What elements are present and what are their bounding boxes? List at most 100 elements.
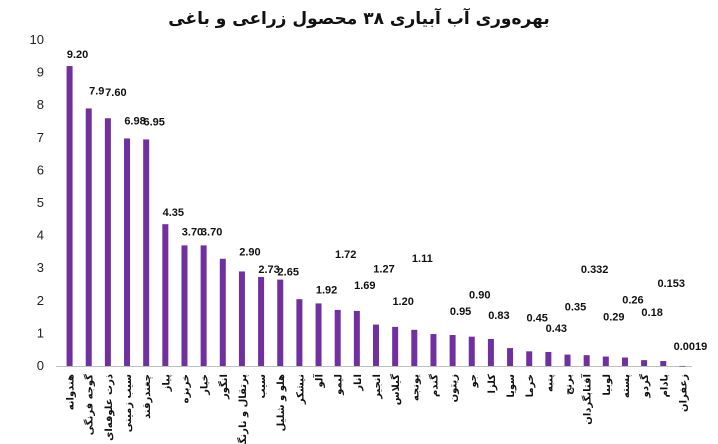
x-tick-label: گندم xyxy=(427,374,440,397)
x-tick-label: انگور xyxy=(217,374,230,400)
bar xyxy=(545,351,552,366)
x-tick-label: گوجه فرنگی xyxy=(83,374,96,435)
x-tick-label: انار xyxy=(353,374,364,392)
bar xyxy=(583,355,590,366)
x-tick-label: سویا xyxy=(506,374,517,398)
chart-title: بهره‌وری آب آبیاری ۳۸ محصول زراعی و باغی xyxy=(168,7,549,29)
x-tick-label: پیاز xyxy=(161,374,172,393)
bar xyxy=(296,299,303,366)
x-tick-label: پسته xyxy=(621,374,632,398)
y-tick-label: 9 xyxy=(37,65,44,80)
data-label: 0.83 xyxy=(488,310,509,322)
bar xyxy=(641,360,648,366)
bar xyxy=(181,245,188,366)
x-tick-label: خربزه xyxy=(180,374,191,403)
x-tick-label: آفتابگردان xyxy=(581,373,594,424)
data-label: 9.20 xyxy=(67,49,88,61)
data-label: 0.95 xyxy=(450,306,471,318)
data-label: 0.43 xyxy=(546,323,567,335)
data-label: 2.73 xyxy=(258,264,279,276)
bar xyxy=(564,354,571,366)
x-tick-label: هندوانه xyxy=(66,374,77,410)
y-tick-label: 6 xyxy=(37,162,44,177)
x-tick-label: کلزا xyxy=(487,374,498,394)
data-label: 1.27 xyxy=(373,264,394,276)
bar xyxy=(468,336,475,366)
bar xyxy=(258,277,265,366)
bar xyxy=(449,335,456,366)
bar xyxy=(238,271,245,366)
x-tick-label: چغندرقند xyxy=(142,374,153,419)
x-tick-label: خرما xyxy=(525,374,536,397)
data-label: 0.18 xyxy=(641,307,662,319)
data-label: 0.29 xyxy=(603,312,624,324)
bar xyxy=(85,108,92,367)
data-label: 1.69 xyxy=(354,280,375,292)
y-tick-label: 8 xyxy=(37,97,44,112)
data-label: 1.72 xyxy=(335,249,356,261)
data-label: 1.11 xyxy=(412,253,433,265)
bar xyxy=(66,66,73,366)
x-tick-label: پرتقال و نارنگی xyxy=(236,374,249,444)
data-label: 0.45 xyxy=(527,312,548,324)
data-label: 0.26 xyxy=(622,295,643,307)
bar xyxy=(487,338,494,366)
x-tick-label: یونجه xyxy=(410,374,421,401)
bar xyxy=(621,357,628,366)
data-label: 2.90 xyxy=(239,246,260,258)
bar xyxy=(143,139,150,366)
data-label: 7.60 xyxy=(105,87,126,99)
data-label: 1.20 xyxy=(392,296,413,308)
x-axis: هندوانه گوجه فرنگی ذرت علوفه‌ای سیب زمینی چغ… xyxy=(66,373,690,444)
bar xyxy=(315,303,322,366)
x-tick-label: لیمو xyxy=(334,374,345,396)
data-label: 1.92 xyxy=(316,284,337,296)
data-label: 3.70 xyxy=(201,226,222,238)
bar xyxy=(219,258,226,366)
data-labels: 9.20 7.9 7.60 6.986.95 4.35 3.703.70 2.90 2.732… xyxy=(67,49,707,353)
data-label: 7.9 xyxy=(89,85,104,97)
bar xyxy=(602,356,609,366)
x-tick-label: گردو xyxy=(638,374,651,399)
bars xyxy=(66,66,686,367)
y-tick-label: 4 xyxy=(37,228,44,243)
bar xyxy=(660,361,667,366)
data-label: 2.65 xyxy=(278,267,299,279)
x-tick-label: ذرت علوفه‌ای xyxy=(104,374,115,441)
x-tick-label: هلو و شلیل xyxy=(276,374,287,431)
x-tick-label: نیشکر xyxy=(295,374,306,405)
bar xyxy=(526,351,533,366)
bar xyxy=(334,309,341,366)
x-tick-label: بادام xyxy=(659,374,670,397)
bar xyxy=(277,279,284,366)
x-tick-label: زعفران xyxy=(678,374,689,412)
x-tick-label: انجیر xyxy=(372,374,383,400)
y-tick-label: 2 xyxy=(37,293,44,308)
x-tick-label: پنبه xyxy=(544,374,555,392)
y-tick-label: 7 xyxy=(37,130,44,145)
data-label: 0.153 xyxy=(658,278,686,290)
bar xyxy=(679,365,686,367)
bar xyxy=(392,326,399,366)
x-tick-label: آلو xyxy=(313,373,326,388)
bar xyxy=(507,348,514,366)
x-tick-label: سیب xyxy=(257,374,268,399)
x-tick-label: زیتون xyxy=(449,374,460,403)
bar xyxy=(373,324,379,366)
y-tick-label: 0 xyxy=(37,358,44,373)
x-tick-label: جو xyxy=(468,374,479,388)
x-tick-label: سیب زمینی xyxy=(123,374,134,432)
x-tick-label: لوبیا xyxy=(602,374,613,396)
y-axis: 0 1 2 3 4 5 6 7 8 9 10 xyxy=(30,32,692,373)
y-tick-label: 5 xyxy=(37,195,44,210)
data-label: 0.35 xyxy=(565,302,586,314)
y-tick-label: 1 xyxy=(37,325,44,340)
bar xyxy=(411,329,418,366)
data-label: 6.95 xyxy=(143,116,164,128)
data-label: 0.90 xyxy=(469,290,490,302)
x-tick-label: گیلاس xyxy=(389,374,402,405)
data-label: 4.35 xyxy=(163,207,184,219)
data-label: 3.70 xyxy=(182,226,203,238)
bar xyxy=(162,224,169,366)
